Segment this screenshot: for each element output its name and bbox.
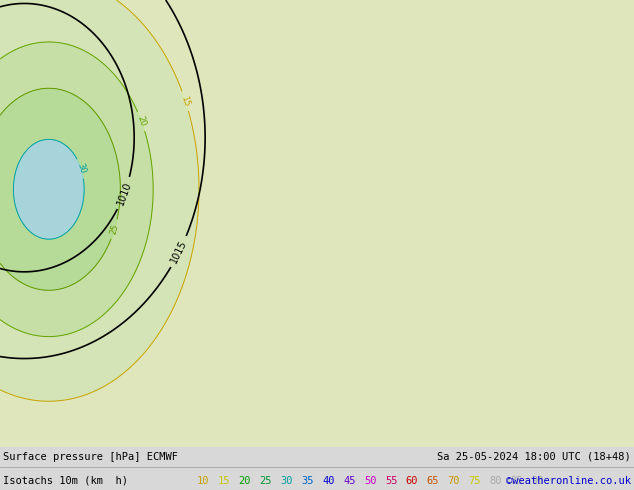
Text: 40: 40 xyxy=(322,476,335,486)
Text: Surface pressure [hPa] ECMWF: Surface pressure [hPa] ECMWF xyxy=(3,452,178,462)
Text: 1015: 1015 xyxy=(169,239,189,265)
Text: 50: 50 xyxy=(364,476,377,486)
Text: 75: 75 xyxy=(469,476,481,486)
Text: 30: 30 xyxy=(75,162,87,175)
Text: 15: 15 xyxy=(217,476,230,486)
Text: Isotachs 10m (km  h): Isotachs 10m (km h) xyxy=(3,476,128,486)
Text: 20: 20 xyxy=(238,476,251,486)
Text: 45: 45 xyxy=(343,476,356,486)
Text: 70: 70 xyxy=(448,476,460,486)
Text: ©weatheronline.co.uk: ©weatheronline.co.uk xyxy=(506,476,631,486)
Text: 80: 80 xyxy=(489,476,502,486)
Text: 85: 85 xyxy=(510,476,523,486)
Text: 20: 20 xyxy=(136,115,148,128)
Text: 90: 90 xyxy=(531,476,544,486)
Text: 65: 65 xyxy=(427,476,439,486)
Text: 25: 25 xyxy=(108,223,120,236)
Text: 55: 55 xyxy=(385,476,398,486)
Text: 1010: 1010 xyxy=(115,180,133,207)
Text: 15: 15 xyxy=(179,95,191,107)
Text: 60: 60 xyxy=(406,476,418,486)
Text: 10: 10 xyxy=(197,476,209,486)
Text: 25: 25 xyxy=(259,476,272,486)
Text: 30: 30 xyxy=(280,476,293,486)
Text: Sa 25-05-2024 18:00 UTC (18+48): Sa 25-05-2024 18:00 UTC (18+48) xyxy=(437,452,631,462)
Text: 35: 35 xyxy=(301,476,314,486)
